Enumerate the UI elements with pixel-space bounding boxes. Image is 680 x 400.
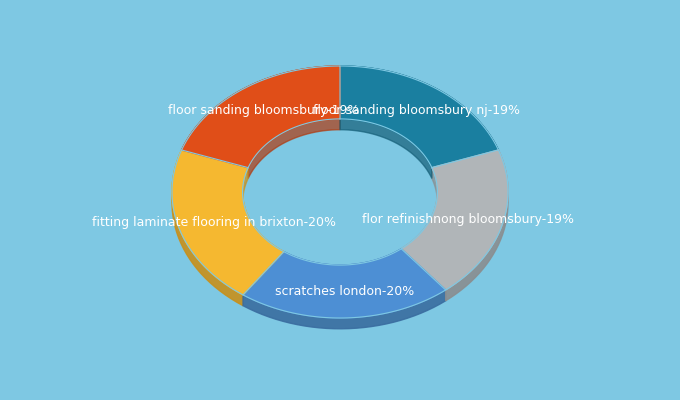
Polygon shape bbox=[172, 150, 284, 295]
Text: scratches london-20%: scratches london-20% bbox=[275, 285, 414, 298]
Polygon shape bbox=[172, 150, 243, 306]
Polygon shape bbox=[243, 168, 284, 262]
Polygon shape bbox=[248, 119, 340, 178]
Polygon shape bbox=[182, 66, 340, 168]
Polygon shape bbox=[445, 150, 508, 301]
Polygon shape bbox=[340, 66, 498, 168]
Text: floor sanding bloomsbury-19%: floor sanding bloomsbury-19% bbox=[168, 104, 359, 117]
Polygon shape bbox=[401, 168, 437, 260]
Polygon shape bbox=[401, 150, 508, 290]
Polygon shape bbox=[284, 249, 401, 276]
Polygon shape bbox=[340, 119, 432, 178]
Polygon shape bbox=[340, 66, 498, 161]
Polygon shape bbox=[243, 290, 445, 329]
Text: floor sanding bloomsbury nj-19%: floor sanding bloomsbury nj-19% bbox=[313, 104, 520, 117]
Text: fitting laminate flooring in brixton-20%: fitting laminate flooring in brixton-20% bbox=[92, 216, 335, 229]
Text: flor refinishnong bloomsbury-19%: flor refinishnong bloomsbury-19% bbox=[362, 212, 574, 226]
Polygon shape bbox=[182, 66, 340, 161]
Polygon shape bbox=[243, 249, 445, 318]
